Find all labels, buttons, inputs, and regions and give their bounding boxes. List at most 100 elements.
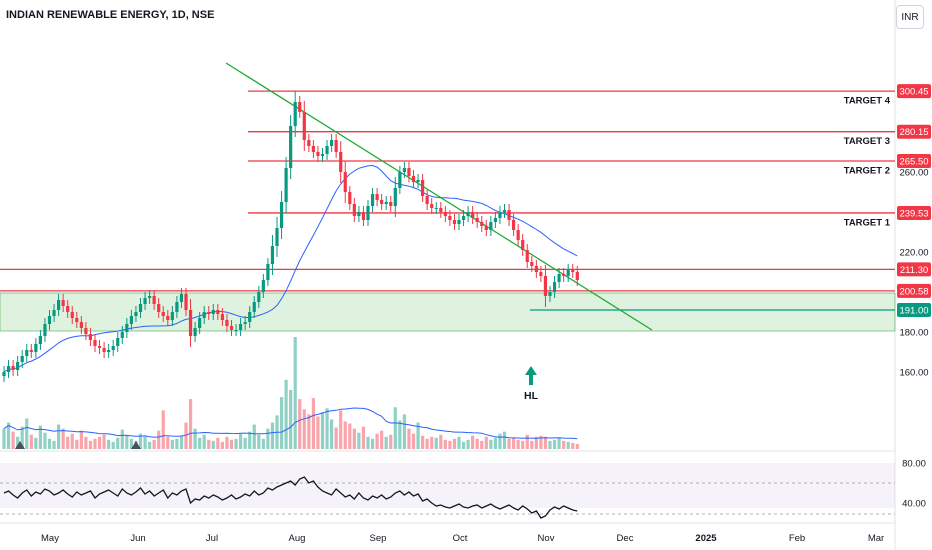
candle xyxy=(111,346,115,350)
candle xyxy=(188,310,193,336)
time-axis-tick: Nov xyxy=(538,533,555,544)
candle xyxy=(320,154,325,156)
volume-bar xyxy=(284,379,288,449)
candle xyxy=(11,366,15,370)
candle xyxy=(562,274,566,276)
candle xyxy=(452,220,457,224)
candle xyxy=(457,220,461,224)
volume-bar xyxy=(384,436,388,449)
volume-bar xyxy=(366,436,370,449)
volume-bar xyxy=(184,422,188,449)
candle xyxy=(102,348,106,352)
level-price-tag xyxy=(897,154,931,168)
volume-bar xyxy=(193,428,197,449)
volume-bar xyxy=(257,434,261,449)
volume-bar xyxy=(93,438,97,449)
candle xyxy=(198,318,202,328)
time-axis-tick: Aug xyxy=(289,533,306,544)
candle xyxy=(361,212,366,220)
candle xyxy=(125,324,129,332)
candle xyxy=(70,312,74,318)
level-price-tag xyxy=(897,283,931,298)
candle xyxy=(489,222,493,230)
volume-bar xyxy=(298,399,302,449)
volume-bar xyxy=(25,418,29,449)
candle xyxy=(384,202,388,204)
time-axis-tick: Jun xyxy=(130,533,145,544)
volume-bar xyxy=(293,337,297,449)
candle xyxy=(502,210,507,212)
candle xyxy=(466,212,470,216)
level-price-tag xyxy=(897,303,931,317)
candle xyxy=(389,202,393,206)
volume-bar xyxy=(380,430,384,449)
volume-bar xyxy=(16,436,20,449)
volume-bar xyxy=(534,436,538,449)
candle xyxy=(239,324,243,330)
candle xyxy=(57,300,61,310)
volume-bar xyxy=(198,437,202,449)
volume-bar xyxy=(475,438,479,449)
volume-bar xyxy=(57,424,61,449)
candle xyxy=(252,302,256,312)
volume-bar xyxy=(302,409,306,449)
level-price-label: 300.45 xyxy=(899,87,928,98)
candle xyxy=(380,200,384,204)
volume-bar xyxy=(502,431,507,449)
candle xyxy=(279,202,284,228)
volume-bar xyxy=(411,433,416,449)
time-axis-tick: Oct xyxy=(453,533,468,544)
target-label: TARGET 4 xyxy=(844,96,891,107)
candle xyxy=(6,366,11,372)
candle xyxy=(566,270,570,276)
time-axis-tick: Sep xyxy=(370,533,387,544)
volume-bar xyxy=(402,414,406,449)
candle xyxy=(366,206,370,220)
candle xyxy=(211,310,215,314)
candle xyxy=(370,194,375,206)
volume-bar xyxy=(34,437,38,449)
volume-bar xyxy=(266,428,270,449)
candle xyxy=(307,140,311,146)
volume-bar xyxy=(393,407,397,449)
volume-bar xyxy=(61,428,65,449)
candle xyxy=(498,212,502,218)
volume-bar xyxy=(552,439,557,449)
volume-bar xyxy=(566,441,570,449)
candle xyxy=(393,188,397,206)
level-price-label: 200.58 xyxy=(899,286,928,297)
candle xyxy=(107,350,111,352)
volume-bar xyxy=(120,429,124,449)
candle xyxy=(575,272,579,280)
volume-bar xyxy=(170,439,174,449)
volume-bar xyxy=(220,441,224,449)
chart-title: INDIAN RENEWABLE ENERGY, 1D, NSE xyxy=(6,9,215,21)
volume-bar xyxy=(157,430,161,449)
candle xyxy=(179,294,184,302)
volume-bar xyxy=(466,439,470,449)
candle xyxy=(493,218,497,222)
level-price-tag xyxy=(897,124,931,139)
volume-bar xyxy=(270,422,275,449)
volume-bar xyxy=(52,440,56,449)
volume-bar xyxy=(480,440,484,449)
candle xyxy=(289,126,293,168)
candle xyxy=(311,146,315,152)
candle xyxy=(402,168,406,172)
candle xyxy=(120,332,124,338)
volume-bar xyxy=(448,440,452,449)
volume-bar xyxy=(243,437,247,449)
volume-bar xyxy=(325,408,329,449)
candle xyxy=(475,218,479,222)
candle xyxy=(270,246,275,264)
oscillator-line xyxy=(3,476,578,519)
candle xyxy=(571,270,575,272)
volume-bar xyxy=(316,416,320,449)
trendline xyxy=(225,62,653,331)
currency-button[interactable]: INR xyxy=(896,5,924,29)
volume-bar xyxy=(289,389,293,449)
hl-annotation: HL xyxy=(524,390,539,402)
volume-bar xyxy=(320,412,325,449)
volume-bar xyxy=(543,436,548,449)
